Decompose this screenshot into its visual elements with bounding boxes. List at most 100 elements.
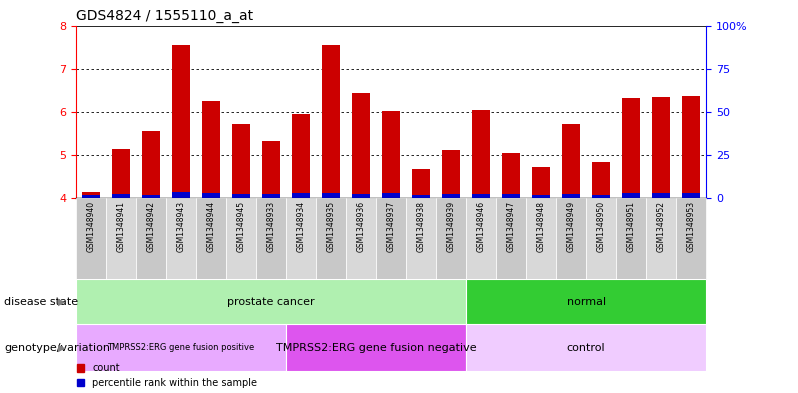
Text: prostate cancer: prostate cancer xyxy=(227,297,314,307)
Bar xyxy=(166,198,196,279)
Bar xyxy=(226,198,256,279)
Bar xyxy=(622,98,640,198)
Bar xyxy=(286,324,466,371)
Bar xyxy=(376,198,406,279)
Text: GSM1348947: GSM1348947 xyxy=(507,201,516,252)
Bar xyxy=(262,194,280,198)
Bar xyxy=(82,195,100,198)
Bar xyxy=(76,324,286,371)
Bar xyxy=(286,198,316,279)
Bar xyxy=(472,110,490,198)
Text: GSM1348936: GSM1348936 xyxy=(357,201,365,252)
Bar xyxy=(292,114,310,198)
Bar xyxy=(136,198,166,279)
Bar xyxy=(496,198,526,279)
Text: GSM1348940: GSM1348940 xyxy=(86,201,95,252)
Bar xyxy=(76,279,466,324)
Bar xyxy=(232,124,250,198)
Text: GSM1348949: GSM1348949 xyxy=(567,201,575,252)
Text: GSM1348944: GSM1348944 xyxy=(207,201,215,252)
Bar xyxy=(232,194,250,198)
Text: GSM1348933: GSM1348933 xyxy=(267,201,275,252)
Text: GSM1348943: GSM1348943 xyxy=(176,201,185,252)
Bar xyxy=(472,194,490,198)
Bar xyxy=(202,101,220,198)
Bar xyxy=(587,198,616,279)
Bar xyxy=(682,95,700,198)
Bar xyxy=(412,195,430,198)
Text: GSM1348948: GSM1348948 xyxy=(536,201,546,252)
Bar xyxy=(532,167,550,198)
Bar xyxy=(322,45,340,198)
Bar xyxy=(442,150,460,198)
Text: GSM1348938: GSM1348938 xyxy=(417,201,425,252)
Text: GDS4824 / 1555110_a_at: GDS4824 / 1555110_a_at xyxy=(76,9,253,23)
Text: control: control xyxy=(567,343,606,353)
Bar xyxy=(322,193,340,198)
Bar xyxy=(532,195,550,198)
Text: TMPRSS2:ERG gene fusion negative: TMPRSS2:ERG gene fusion negative xyxy=(275,343,476,353)
Bar xyxy=(172,45,190,198)
Bar xyxy=(592,162,610,198)
Bar xyxy=(412,169,430,198)
Text: normal: normal xyxy=(567,297,606,307)
Bar xyxy=(106,198,136,279)
Bar xyxy=(352,92,370,198)
Text: TMPRSS2:ERG gene fusion positive: TMPRSS2:ERG gene fusion positive xyxy=(107,343,255,352)
Bar xyxy=(352,194,370,198)
Bar xyxy=(676,198,706,279)
Bar xyxy=(502,194,520,198)
Bar xyxy=(382,111,400,198)
Bar xyxy=(622,193,640,198)
Text: GSM1348939: GSM1348939 xyxy=(447,201,456,252)
Bar xyxy=(652,193,670,198)
Bar xyxy=(526,198,556,279)
Text: GSM1348951: GSM1348951 xyxy=(626,201,636,252)
Bar xyxy=(292,193,310,198)
Text: GSM1348934: GSM1348934 xyxy=(297,201,306,252)
Text: GSM1348946: GSM1348946 xyxy=(476,201,485,252)
Text: GSM1348953: GSM1348953 xyxy=(687,201,696,252)
Bar xyxy=(382,193,400,198)
Text: GSM1348950: GSM1348950 xyxy=(597,201,606,252)
Text: GSM1348952: GSM1348952 xyxy=(657,201,666,252)
Text: GSM1348942: GSM1348942 xyxy=(146,201,156,252)
Bar xyxy=(436,198,466,279)
Bar xyxy=(82,192,100,198)
Bar xyxy=(592,195,610,198)
Bar xyxy=(112,149,130,198)
Bar xyxy=(466,279,706,324)
Text: GSM1348937: GSM1348937 xyxy=(386,201,396,252)
Bar xyxy=(562,194,580,198)
Text: ▶: ▶ xyxy=(58,297,65,307)
Bar xyxy=(256,198,286,279)
Bar xyxy=(646,198,676,279)
Bar xyxy=(196,198,226,279)
Bar xyxy=(442,194,460,198)
Bar xyxy=(346,198,376,279)
Bar xyxy=(616,198,646,279)
Text: GSM1348945: GSM1348945 xyxy=(236,201,246,252)
Bar xyxy=(142,195,160,198)
Text: GSM1348935: GSM1348935 xyxy=(326,201,335,252)
Bar xyxy=(76,198,106,279)
Bar xyxy=(556,198,587,279)
Bar xyxy=(262,141,280,198)
Bar xyxy=(142,131,160,198)
Bar xyxy=(562,124,580,198)
Legend: count, percentile rank within the sample: count, percentile rank within the sample xyxy=(77,363,257,388)
Text: disease state: disease state xyxy=(4,297,78,307)
Bar xyxy=(202,193,220,198)
Text: ▶: ▶ xyxy=(58,343,65,353)
Text: genotype/variation: genotype/variation xyxy=(4,343,110,353)
Bar xyxy=(112,194,130,198)
Bar xyxy=(682,193,700,198)
Bar xyxy=(406,198,436,279)
Bar xyxy=(172,193,190,198)
Text: GSM1348941: GSM1348941 xyxy=(117,201,125,252)
Bar xyxy=(466,198,496,279)
Bar xyxy=(316,198,346,279)
Bar xyxy=(466,324,706,371)
Bar xyxy=(652,97,670,198)
Bar xyxy=(502,153,520,198)
